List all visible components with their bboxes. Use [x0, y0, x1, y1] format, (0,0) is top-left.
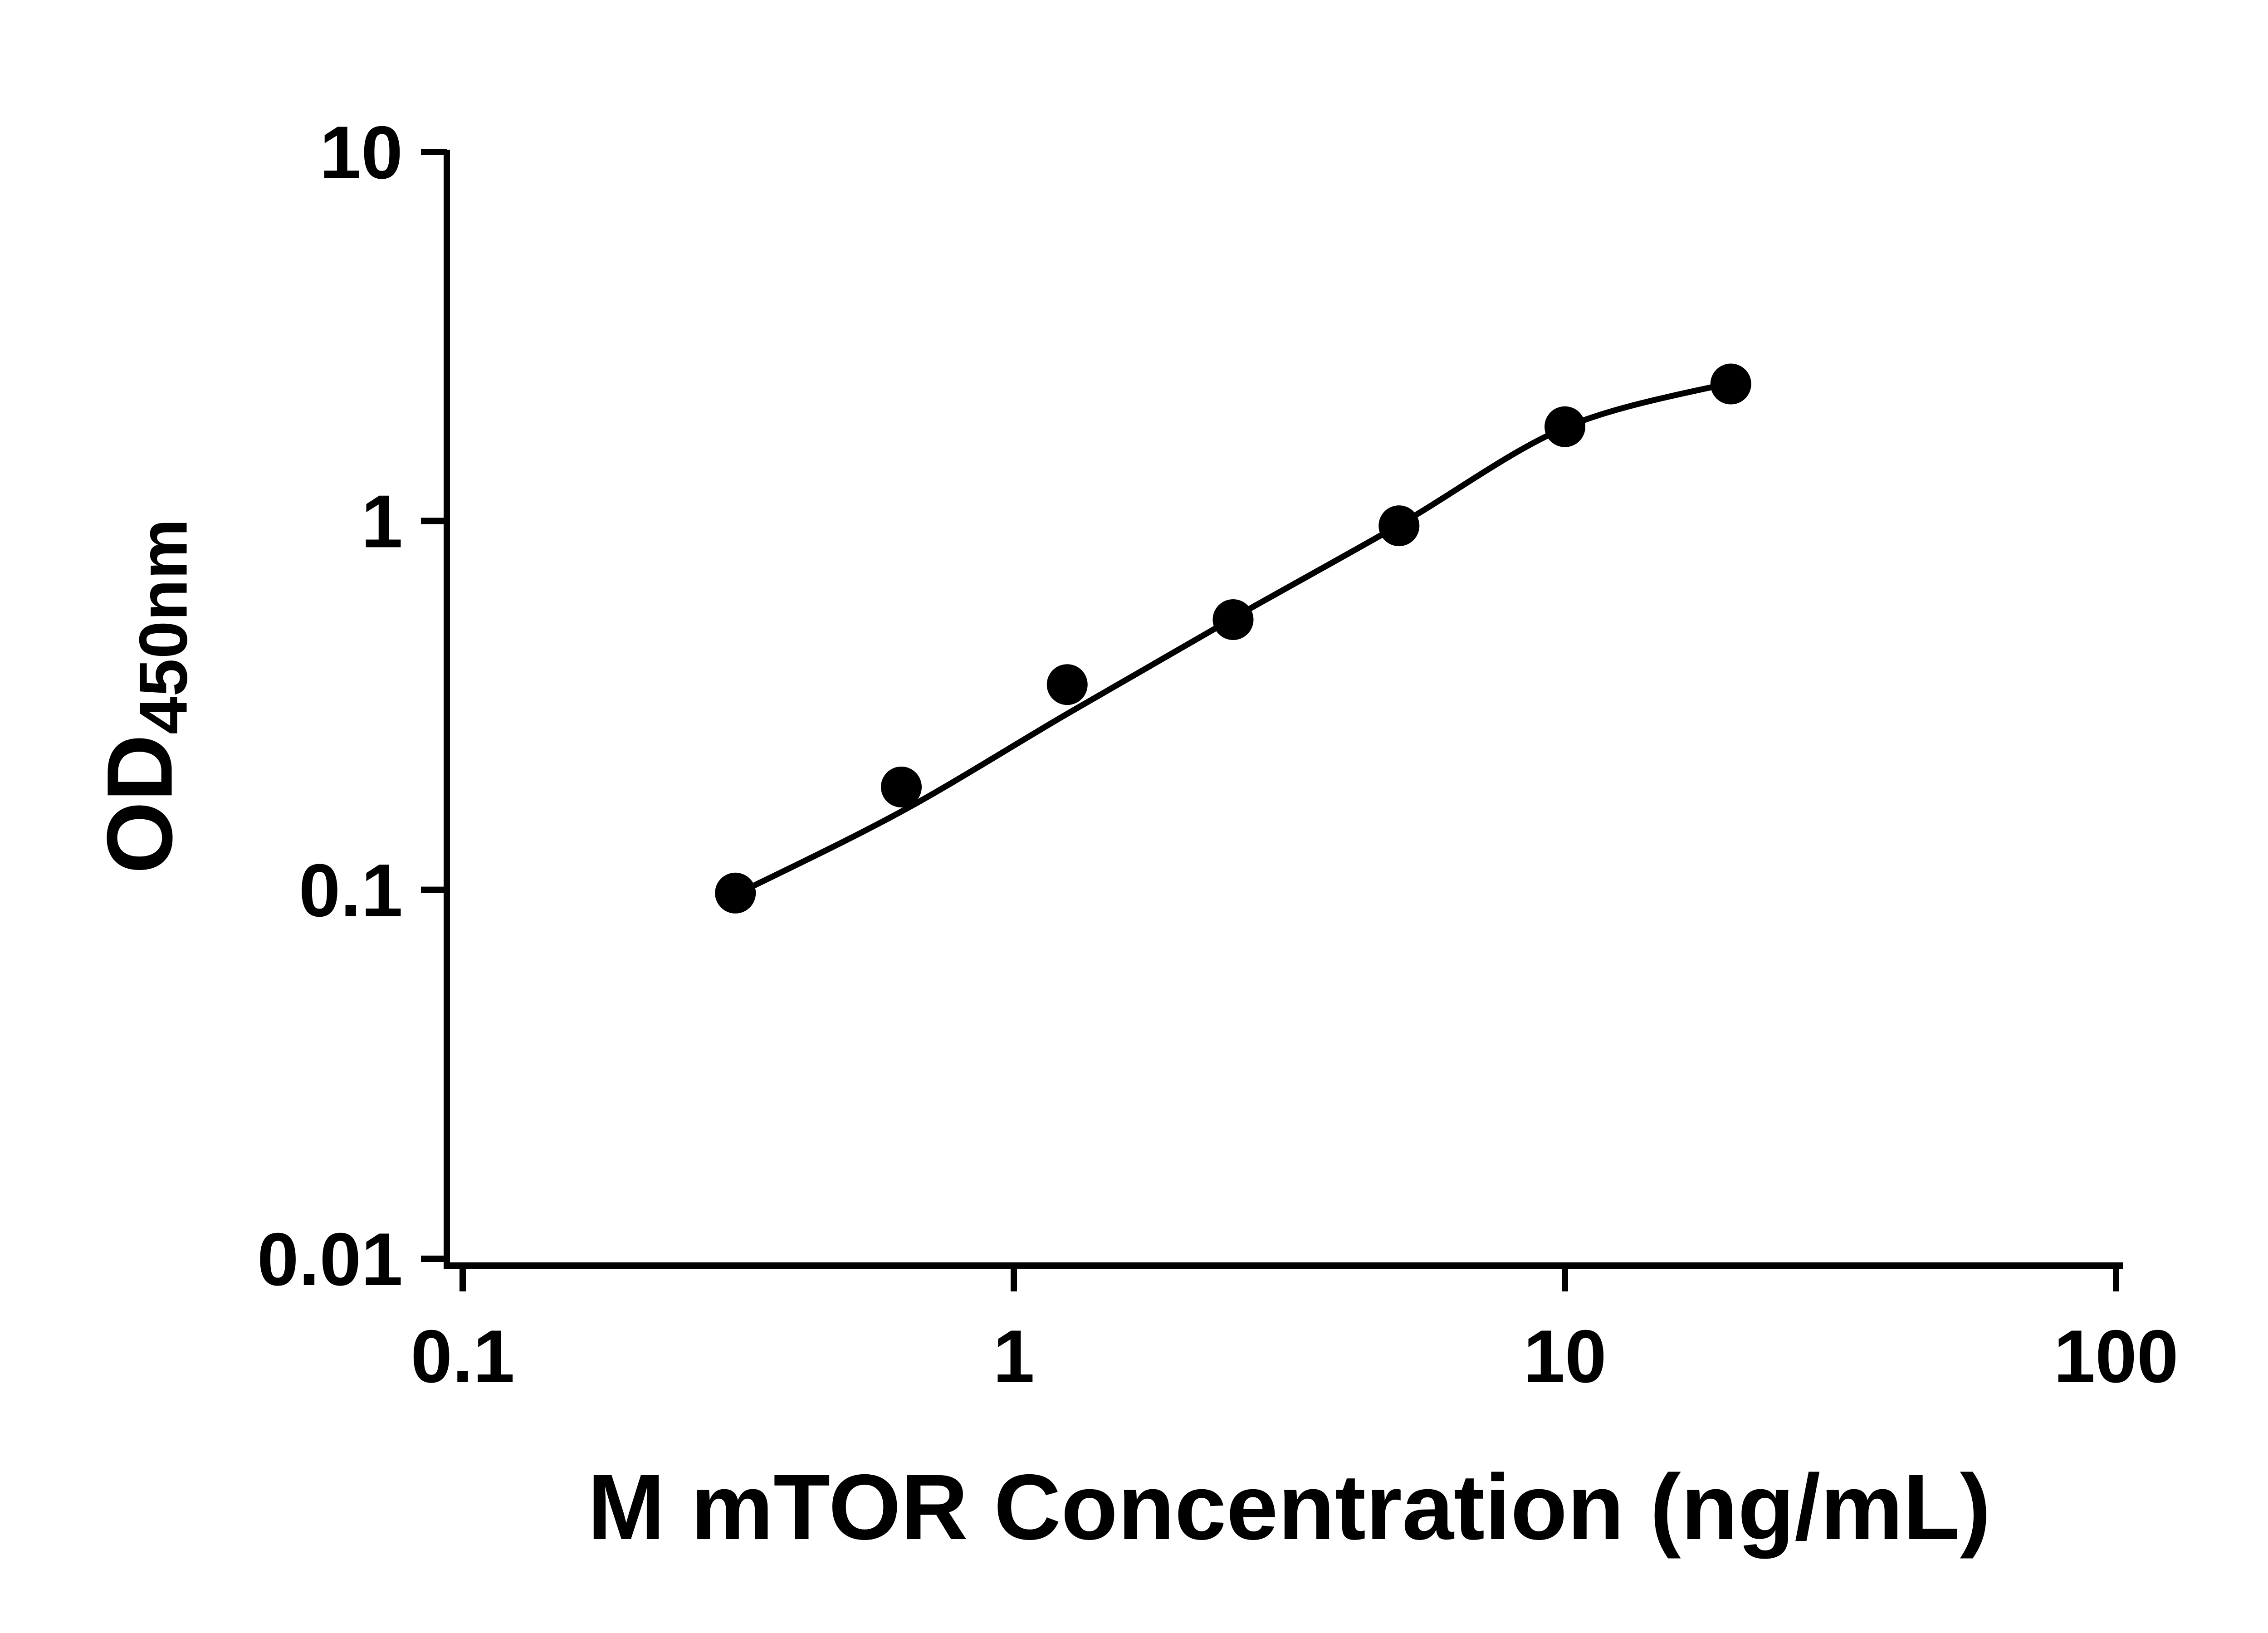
- y-axis-tick-label: 1: [361, 479, 403, 563]
- data-point: [1545, 406, 1585, 447]
- y-axis-label-main: OD: [88, 734, 192, 874]
- x-axis-tick-label: 10: [1523, 1315, 1607, 1398]
- x-axis-tick-label: 100: [2053, 1315, 2178, 1398]
- data-point: [715, 872, 756, 914]
- y-axis-tick-label: 10: [319, 111, 403, 194]
- y-axis-label-subscript: 450nm: [125, 518, 201, 734]
- x-axis-tick-label: 0.1: [411, 1315, 514, 1398]
- y-axis-title: OD450nm: [88, 519, 201, 874]
- data-point: [880, 766, 922, 807]
- y-axis-tick-label: 0.01: [257, 1217, 403, 1301]
- y-axis-tick-label: 0.1: [299, 849, 403, 932]
- data-point: [1212, 599, 1254, 640]
- data-point: [1710, 363, 1751, 405]
- data-point: [1378, 505, 1420, 547]
- x-axis-title: M mTOR Concentration (ng/mL): [587, 1455, 1991, 1559]
- axes-spine: [444, 150, 2123, 1269]
- data-point: [1046, 664, 1088, 705]
- x-axis-tick-label: 1: [993, 1315, 1035, 1398]
